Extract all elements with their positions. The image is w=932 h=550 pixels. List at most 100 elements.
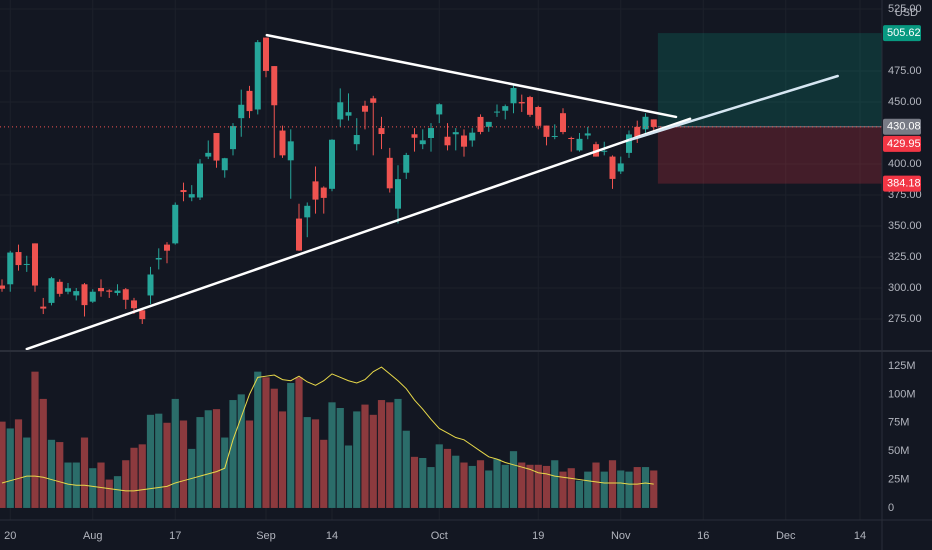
volume-bar [402, 430, 410, 508]
candle-body [98, 288, 104, 292]
candle-body [485, 121, 492, 127]
candle-body [452, 132, 459, 135]
volume-bar [105, 479, 113, 508]
volume-bar [435, 444, 443, 508]
candle-body [230, 126, 236, 150]
candle-body [139, 310, 146, 320]
y2-tick-label: 125M [888, 360, 916, 372]
x-tick-label: 20 [4, 530, 16, 542]
y2-tick-label: 50M [888, 445, 909, 457]
y-tick-label: 350.00 [888, 220, 922, 232]
last-price-label-bg [883, 135, 921, 152]
volume-bar [171, 398, 179, 508]
candle-body [221, 158, 228, 171]
volume-bar [361, 404, 369, 508]
y-tick-label: 525.00 [888, 3, 922, 15]
candle-body [345, 112, 352, 116]
volume-bar [14, 419, 23, 508]
y2-tick-label: 0 [888, 502, 894, 514]
trendline [265, 33, 678, 119]
volume-bar [6, 428, 14, 508]
candle-body [584, 133, 591, 136]
candle-body [131, 300, 137, 309]
volume-bar [278, 411, 287, 508]
candle-body [304, 205, 311, 218]
candle-body [469, 132, 476, 141]
y-tick-label: 375.00 [888, 189, 922, 201]
x-tick-label: Sep [256, 530, 276, 542]
candle-body [543, 125, 550, 137]
candle-body [213, 133, 220, 161]
candle-body [114, 290, 121, 293]
volume-bar [369, 414, 377, 508]
y2-tick-label: 100M [888, 388, 916, 400]
volume-bar [608, 460, 617, 508]
stop-label-bg [883, 175, 921, 192]
entry-label-bg [883, 118, 921, 135]
volume-bar [0, 421, 6, 508]
volume-bar [311, 419, 320, 508]
candle-body [634, 126, 641, 138]
volume-bar [89, 468, 97, 508]
candle-body [395, 179, 401, 209]
candle-body [73, 291, 80, 296]
y-tick-label: 300.00 [888, 282, 922, 294]
volume-bar [551, 460, 559, 508]
candle-body [337, 102, 344, 120]
target-zone [657, 33, 882, 127]
volume-bar [443, 448, 452, 508]
volume-bar [592, 462, 600, 508]
entry-label: 430.08 [887, 121, 921, 133]
volume-bar [419, 457, 427, 508]
candle-body [626, 134, 632, 153]
candle-body [279, 130, 286, 156]
volume-bar [270, 388, 278, 508]
candle-body [329, 139, 335, 189]
candle-body [122, 289, 129, 300]
candle-body [81, 284, 88, 306]
volume-bar [617, 470, 625, 508]
candle-body [502, 106, 509, 111]
volume-bar [468, 465, 476, 508]
volume-bar [245, 420, 254, 508]
candle-body [601, 150, 608, 152]
candle-body [0, 285, 5, 289]
candle-body [40, 306, 47, 309]
candle-body [419, 140, 426, 145]
volume-bar [600, 471, 608, 508]
candle-body [650, 119, 657, 127]
candle-body [287, 141, 294, 161]
candle-body [180, 190, 187, 193]
candle-body [23, 263, 30, 265]
candle-body [15, 252, 22, 266]
volume-bar [518, 462, 526, 508]
x-tick-label: Aug [83, 530, 103, 542]
last-price-label: 429.95 [887, 138, 921, 150]
candle-body [7, 252, 14, 285]
candle-body [510, 88, 517, 104]
volume-bar [542, 465, 551, 508]
candle-body [106, 290, 113, 292]
x-tick-label: Oct [431, 530, 448, 542]
candle-body [246, 90, 253, 112]
volume-bar [501, 464, 509, 508]
candle-body [378, 128, 385, 135]
candle-body [617, 163, 624, 172]
x-tick-label: 14 [854, 530, 866, 542]
volume-bar [179, 420, 188, 508]
volume-bar [39, 398, 47, 508]
volume-bar [31, 371, 39, 508]
candle-body [155, 258, 162, 260]
volume-bar [155, 413, 163, 508]
x-tick-label: 17 [169, 530, 181, 542]
volume-bar [262, 377, 270, 508]
volume-bar [394, 398, 402, 508]
candle-body [188, 194, 195, 198]
volume-bar [584, 471, 592, 508]
volume-bar [146, 414, 155, 508]
candle-body [48, 278, 55, 303]
y-tick-label: 400.00 [888, 158, 922, 170]
candle-body [89, 291, 96, 302]
candle-body [353, 135, 360, 145]
